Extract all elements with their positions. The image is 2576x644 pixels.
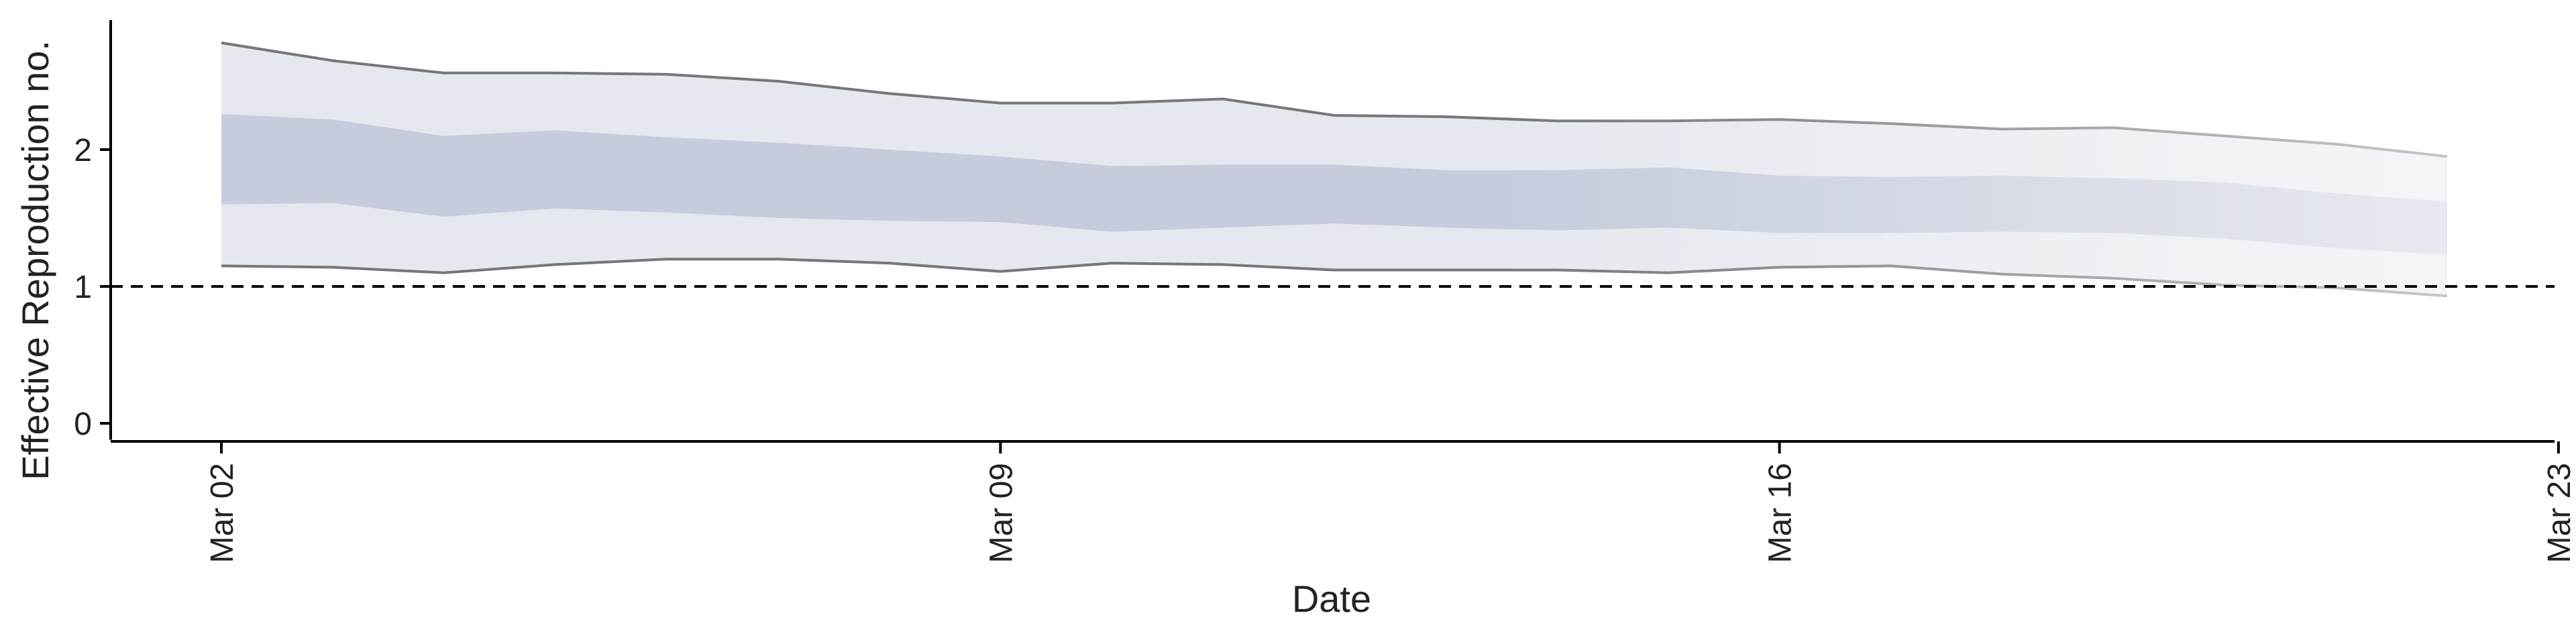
fade-layer bbox=[221, 13, 2449, 314]
x-tick-label: Mar 23 bbox=[2542, 463, 2576, 563]
ticks-layer: 0 1 2 Mar 02 Mar 09 Mar 16 Mar 23 bbox=[74, 133, 2576, 563]
y-tick-label: 1 bbox=[74, 270, 92, 305]
y-tick-label: 2 bbox=[74, 133, 92, 168]
x-tick-label: Mar 16 bbox=[1763, 463, 1799, 563]
y-tick-label: 0 bbox=[74, 407, 92, 442]
x-tick-label: Mar 09 bbox=[983, 463, 1019, 563]
axes-layer bbox=[109, 20, 2555, 443]
recent-fade-overlay bbox=[221, 13, 2449, 314]
x-tick-label: Mar 02 bbox=[205, 463, 240, 563]
x-axis-label: Date bbox=[1292, 578, 1371, 620]
y-axis-label: Effective Reproduction no. bbox=[14, 40, 56, 480]
